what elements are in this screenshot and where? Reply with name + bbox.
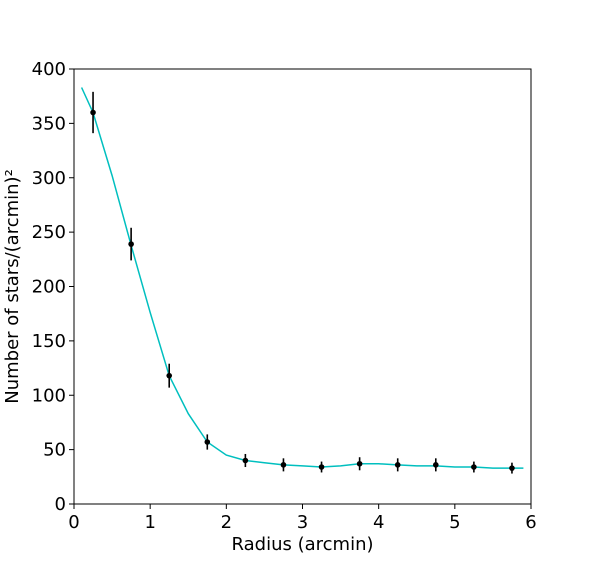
data-points-layer (90, 91, 515, 474)
y-tick-label: 300 (32, 168, 66, 189)
x-tick-label: 5 (449, 512, 460, 533)
y-tick-label: 150 (32, 331, 66, 352)
data-point (280, 462, 287, 468)
x-tick-label: 0 (68, 512, 79, 533)
x-tick-label: 2 (221, 512, 232, 533)
x-tick-label: 3 (297, 512, 308, 533)
y-tick-label: 350 (32, 113, 66, 134)
x-tick-label: 1 (144, 512, 155, 533)
y-tick-label: 400 (32, 59, 66, 80)
x-tick-label: 4 (373, 512, 384, 533)
x-tick-label: 6 (525, 512, 536, 533)
y-tick-label: 250 (32, 222, 66, 243)
data-point (356, 460, 363, 467)
data-point (432, 462, 439, 468)
y-tick-label: 0 (55, 494, 66, 515)
y-tick-label: 200 (32, 277, 66, 298)
y-tick-label: 50 (43, 440, 66, 461)
data-point (318, 464, 325, 470)
data-point (128, 241, 134, 247)
data-point (509, 465, 515, 471)
y-tick-label: 100 (32, 385, 66, 406)
plot-frame (73, 68, 532, 505)
y-axis-label: Number of stars/(arcmin)² (2, 169, 23, 404)
tick-layer: 0 1 2 3 4 5 6 0 50 100 150 200 250 300 350 400 (32, 59, 537, 533)
data-point (394, 462, 401, 468)
data-point (242, 457, 249, 464)
data-point (90, 109, 96, 116)
fit-curve-line (80, 87, 524, 469)
data-point (166, 372, 173, 379)
data-point (204, 439, 211, 445)
data-point (471, 464, 477, 470)
x-axis-label: Radius (arcmin) (232, 534, 374, 555)
